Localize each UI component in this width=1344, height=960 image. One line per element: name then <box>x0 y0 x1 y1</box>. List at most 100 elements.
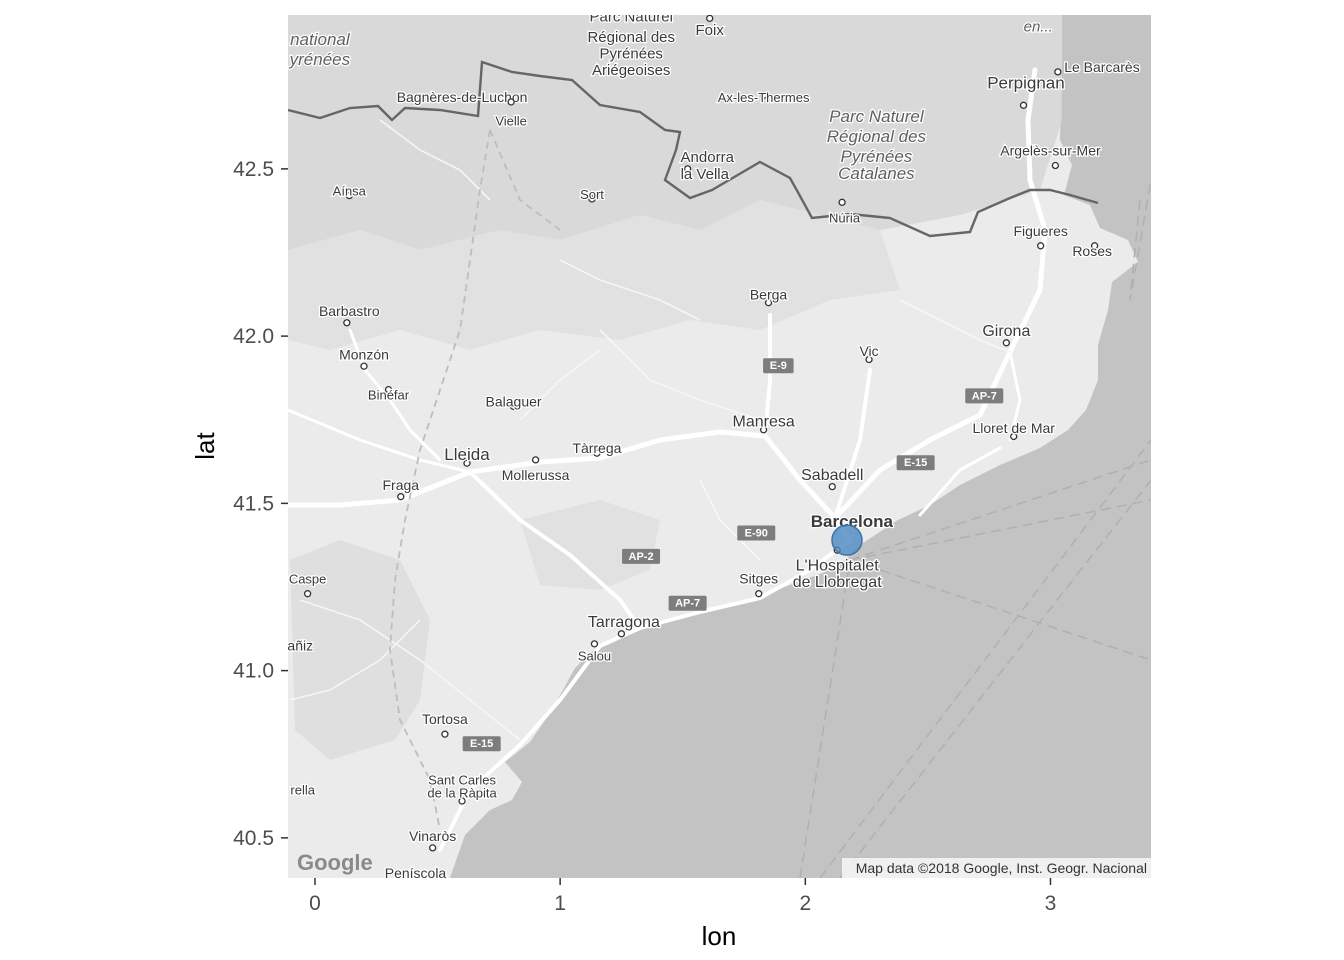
relief-shading <box>288 200 900 350</box>
place-label-barcelona: Barcelona <box>811 512 894 531</box>
place-dot-balaguer <box>509 402 518 411</box>
road-shield <box>668 595 707 611</box>
place-label-vic: Vic <box>859 343 878 359</box>
place-label-binefar: Binéfar <box>368 388 410 403</box>
place-dot-sabadell <box>828 482 836 491</box>
road-label-e-90: E-90 <box>745 527 768 539</box>
google-logo: Google <box>297 850 373 875</box>
y-tick-label: 41.5 <box>233 492 274 515</box>
place-label-vinaros: Vinaròs <box>409 828 456 844</box>
place-label-andorra: Andorra <box>681 149 735 166</box>
place-label-la-vella: la Vella <box>681 166 730 183</box>
place-dot-figueres <box>1037 242 1045 250</box>
place-label-ainsa: Aínsa <box>333 184 367 199</box>
place-dot-tortosa <box>441 730 449 738</box>
place-label-caspe: Caspe <box>289 572 327 587</box>
place-label-perpignan: Perpignan <box>987 74 1065 93</box>
y-tick-label: 42.5 <box>233 158 274 181</box>
place-label-national: national <box>290 30 351 49</box>
place-label-sort: Sort <box>580 187 604 202</box>
place-label-pyrenees: Pyrénées <box>840 147 912 166</box>
place-label-parc-naturel: Parc Naturel <box>590 9 673 26</box>
road-label-ap-2: AP-2 <box>629 551 654 563</box>
place-label-tortosa: Tortosa <box>422 711 468 727</box>
place-dot-binefar <box>384 385 393 394</box>
place-dot-manresa <box>759 426 768 434</box>
place-label-salou: Salou <box>578 649 611 664</box>
place-label-en: en... <box>1024 19 1053 36</box>
place-dot-roses <box>1090 242 1099 250</box>
place-dot-sort <box>588 195 596 203</box>
x-tick-label: 1 <box>554 892 566 915</box>
place-label-barbastro: Barbastro <box>319 303 380 319</box>
y-tick-label: 41.0 <box>233 660 274 683</box>
place-dot-foix <box>706 15 714 22</box>
x-tick-label: 0 <box>309 892 321 915</box>
place-dot-andorra <box>683 165 692 173</box>
place-dot-tarragona <box>617 630 626 638</box>
y-axis: 42.5 42.0 41.5 41.0 40.5 <box>233 158 288 850</box>
place-dot-le-barcares <box>1054 68 1062 76</box>
minor-roads <box>289 119 1011 741</box>
place-dot-perpignan <box>1019 101 1028 109</box>
place-dot-argeles-sur-mer <box>1051 161 1060 170</box>
place-label-lloret-de-mar: Lloret de Mar <box>972 420 1055 436</box>
road-shield <box>622 548 661 564</box>
place-label-catalanes: Catalanes <box>838 164 915 183</box>
place-label-sitges: Sitges <box>739 571 778 587</box>
road-shield <box>896 455 935 471</box>
place-label-le-barcares: Le Barcarès <box>1064 59 1139 75</box>
place-label-ariegeoises: Ariégeoises <box>592 62 670 79</box>
place-label-yrenees: yrénées <box>289 50 351 69</box>
place-dot-barbastro <box>343 319 351 327</box>
road-label-e-15: E-15 <box>904 457 927 469</box>
map-attribution[interactable]: Map data ©2018 Google, Inst. Geogr. Naci… <box>856 860 1147 876</box>
location-marker[interactable] <box>831 524 863 556</box>
place-label-foix: Foix <box>696 22 725 39</box>
place-label-ax-les-thermes: Ax-les-Thermes <box>718 90 810 105</box>
y-axis-title: lat <box>190 431 220 459</box>
place-label-nuria: Núria <box>829 210 861 225</box>
place-label-tarrega: Tàrrega <box>572 440 621 456</box>
place-label-girona: Girona <box>982 323 1030 340</box>
place-label-roses: Roses <box>1072 243 1112 259</box>
place-dot-sitges <box>755 590 763 598</box>
place-dot-lloret-de-mar <box>1010 432 1018 441</box>
y-tick-label: 40.5 <box>233 827 274 850</box>
place-dot-fraga <box>397 493 405 501</box>
place-dot-vielle <box>507 98 515 106</box>
place-dot-monzon <box>360 362 368 370</box>
road-shield <box>462 736 501 752</box>
place-label-de-la-rapita: de la Ràpita <box>427 786 497 801</box>
place-label-bagneres-de-luchon: Bagnères-de-Luchon <box>397 89 528 105</box>
place-dot-lleida <box>463 459 471 467</box>
place-dot-ax-les-thermes <box>759 91 768 99</box>
road-label-e-15: E-15 <box>470 738 493 750</box>
place-label-de-llobregat: de Llobregat <box>793 574 883 591</box>
place-label-tarragona: Tarragona <box>588 614 660 631</box>
road-label-ap-7: AP-7 <box>675 598 700 610</box>
attribution-box <box>842 858 1151 878</box>
international-border <box>288 60 1099 238</box>
place-label-pyrenees: Pyrénées <box>600 45 663 62</box>
place-label-peniscola: Peníscola <box>385 865 447 881</box>
place-dot-tarrega <box>593 449 601 457</box>
place-dot-vic <box>865 355 873 364</box>
place-label-sant-carles: Sant Carles <box>428 772 496 787</box>
place-label-monzon: Monzón <box>339 347 389 363</box>
place-label-l-hospitalet: L'Hospitalet <box>796 557 880 574</box>
place-label-lleida: Lleida <box>444 445 490 464</box>
place-label-argeles-sur-mer: Argelès-sur-Mer <box>1000 142 1101 158</box>
place-label-mollerussa: Mollerussa <box>502 467 570 483</box>
place-dot-girona <box>1002 339 1010 347</box>
place-label-regional-des: Régional des <box>587 29 675 46</box>
place-label-vielle: Vielle <box>495 113 527 128</box>
place-label-berga: Berga <box>750 286 788 302</box>
y-tick-label: 42.0 <box>233 325 274 348</box>
place-label-balaguer: Balaguer <box>486 393 542 409</box>
place-dot-nuria <box>838 198 846 206</box>
relief-shading <box>520 500 660 590</box>
region-boundaries <box>389 129 561 831</box>
